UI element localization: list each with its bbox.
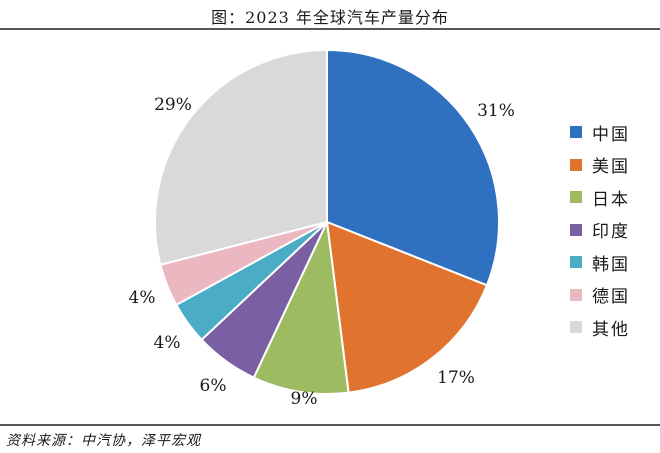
legend-label: 德国	[592, 287, 630, 308]
legend-item: 德国	[570, 279, 630, 312]
legend-item: 印度	[570, 214, 630, 247]
legend-swatch	[570, 126, 582, 139]
legend-item: 日本	[570, 181, 630, 214]
legend-swatch	[570, 223, 582, 236]
legend-label: 其他	[592, 319, 630, 340]
slice-value-label: 31%	[477, 101, 515, 121]
legend-item: 中国	[570, 116, 630, 149]
legend-swatch	[570, 158, 582, 171]
legend-item: 其他	[570, 311, 630, 344]
slice-value-label: 17%	[437, 368, 475, 388]
source-note: 资料来源：中汽协，泽平宏观	[6, 433, 201, 449]
legend-label: 美国	[592, 157, 630, 178]
pie-slice-6	[154, 48, 328, 266]
legend-swatch	[570, 256, 582, 269]
slice-value-label: 6%	[200, 376, 227, 396]
legend-label: 印度	[592, 222, 630, 243]
legend-item: 美国	[570, 149, 630, 182]
chart-title: 图：2023 年全球汽车产量分布	[211, 8, 449, 27]
pie-slice-1	[325, 220, 489, 394]
legend-label: 韩国	[592, 254, 630, 275]
pie-slice-2	[252, 218, 350, 395]
legend-label: 中国	[592, 124, 630, 145]
legend: 中国美国日本印度韩国德国其他	[570, 116, 630, 344]
slice-value-label: 4%	[154, 333, 181, 353]
legend-swatch	[570, 191, 582, 204]
slice-value-label: 9%	[291, 389, 318, 409]
pie-slice-0	[326, 48, 500, 287]
legend-item: 韩国	[570, 246, 630, 279]
slice-value-label: 29%	[154, 95, 192, 115]
bottom-rule	[0, 424, 660, 426]
legend-swatch	[570, 321, 582, 334]
slice-value-label: 4%	[129, 288, 156, 308]
legend-swatch	[570, 288, 582, 301]
legend-label: 日本	[592, 189, 630, 210]
top-rule	[0, 28, 660, 30]
